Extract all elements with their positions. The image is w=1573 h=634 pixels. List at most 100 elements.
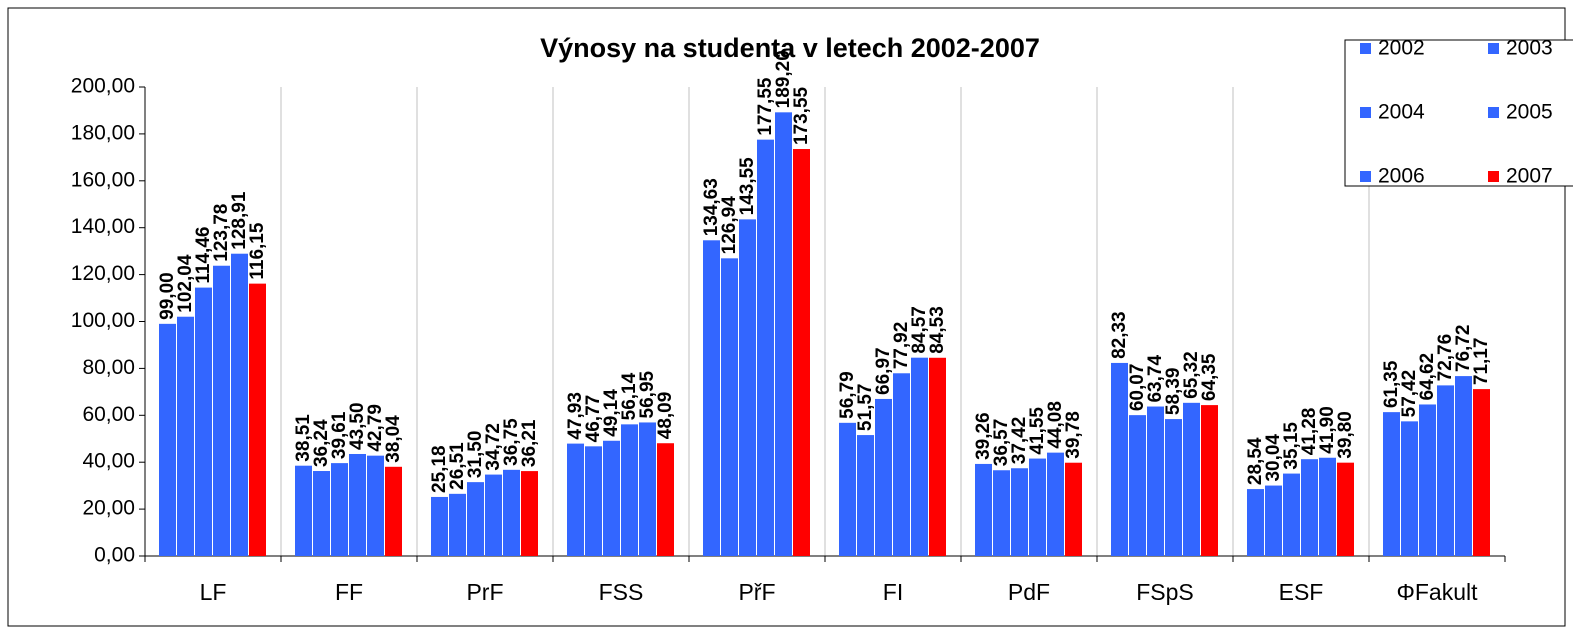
value-label: 82,33 <box>1109 311 1130 359</box>
legend-label: 2002 <box>1378 37 1425 60</box>
bar <box>993 470 1010 556</box>
value-label: 61,35 <box>1381 360 1402 408</box>
bar <box>621 424 638 556</box>
y-tick-label: 20,00 <box>82 497 135 520</box>
bar <box>775 112 792 557</box>
value-label: 38,51 <box>293 414 314 462</box>
bar <box>177 316 194 556</box>
x-tick-label: FSS <box>599 579 644 605</box>
y-tick-label: 160,00 <box>71 168 135 191</box>
value-label: 35,15 <box>1281 422 1302 470</box>
x-tick-label: LF <box>200 579 227 605</box>
bar <box>1337 462 1354 556</box>
bar <box>1419 404 1436 556</box>
value-label: 46,77 <box>583 395 604 443</box>
bar <box>1437 385 1454 556</box>
value-label: 36,57 <box>991 419 1012 467</box>
value-label: 177,55 <box>755 77 776 136</box>
value-label: 56,79 <box>837 371 858 419</box>
x-tick-label: PřF <box>738 579 775 605</box>
x-tick-label: FI <box>883 579 903 605</box>
x-tick-label: ΦFakult <box>1397 579 1479 605</box>
bar <box>467 482 484 556</box>
value-label: 143,55 <box>737 157 758 216</box>
value-label: 31,50 <box>465 431 486 479</box>
bar <box>159 323 176 556</box>
value-label: 56,14 <box>619 372 640 420</box>
bar <box>1129 415 1146 556</box>
value-label: 36,24 <box>311 419 332 467</box>
value-label: 84,57 <box>909 306 930 354</box>
value-label: 49,14 <box>601 389 622 437</box>
value-label: 116,15 <box>247 222 268 279</box>
bar <box>1011 468 1028 556</box>
value-label: 34,72 <box>483 423 504 471</box>
value-label: 26,51 <box>447 442 468 490</box>
bar <box>721 258 738 556</box>
bar <box>1283 473 1300 556</box>
bar <box>1147 406 1164 556</box>
value-label: 43,50 <box>347 402 368 450</box>
bar <box>757 139 774 556</box>
bar <box>911 357 928 556</box>
value-label: 44,08 <box>1045 401 1066 449</box>
value-label: 39,80 <box>1335 411 1356 459</box>
legend-label: 2003 <box>1506 37 1553 60</box>
value-label: 72,76 <box>1435 334 1456 382</box>
legend-swatch <box>1360 43 1371 54</box>
value-label: 25,18 <box>429 445 450 493</box>
y-tick-label: 40,00 <box>82 450 135 473</box>
y-tick-label: 200,00 <box>71 75 135 98</box>
bar <box>1301 459 1318 556</box>
bar <box>603 440 620 556</box>
bar <box>639 422 656 556</box>
bar <box>567 443 584 556</box>
legend-box <box>1344 39 1573 187</box>
bar <box>703 240 720 556</box>
value-label: 57,42 <box>1399 370 1420 418</box>
legend-label: 2005 <box>1506 101 1553 124</box>
legend-swatch <box>1360 171 1371 182</box>
value-label: 41,90 <box>1317 406 1338 454</box>
bar <box>313 471 330 556</box>
bar <box>1401 421 1418 556</box>
legend-label: 2007 <box>1506 165 1553 188</box>
x-tick-label: PdF <box>1008 579 1050 605</box>
value-label: 28,54 <box>1245 437 1266 485</box>
bar <box>1265 485 1282 556</box>
legend-swatch <box>1488 43 1499 54</box>
value-label: 66,97 <box>873 347 894 395</box>
bar <box>857 435 874 556</box>
x-tick-label: FF <box>335 579 363 605</box>
value-label: 128,91 <box>229 191 250 250</box>
value-label: 38,04 <box>383 415 404 463</box>
legend-swatch <box>1360 107 1371 118</box>
bar <box>839 422 856 556</box>
value-label: 51,57 <box>855 384 876 432</box>
bar <box>295 465 312 556</box>
bar <box>231 253 248 556</box>
y-tick-label: 180,00 <box>71 121 135 144</box>
value-label: 71,17 <box>1471 338 1492 386</box>
value-label: 37,42 <box>1009 417 1030 465</box>
value-label: 173,55 <box>791 86 812 145</box>
bar <box>657 443 674 556</box>
value-label: 64,62 <box>1417 353 1438 401</box>
bar <box>1065 462 1082 556</box>
value-label: 58,39 <box>1163 368 1184 416</box>
value-label: 123,78 <box>211 204 232 262</box>
bar <box>975 463 992 556</box>
bar <box>875 398 892 556</box>
value-label: 84,53 <box>927 306 948 354</box>
value-label: 30,04 <box>1263 434 1284 482</box>
bar <box>1165 419 1182 556</box>
value-label: 126,94 <box>719 196 740 255</box>
value-label: 41,28 <box>1299 408 1320 456</box>
y-tick-label: 140,00 <box>71 215 135 238</box>
bar <box>1183 402 1200 556</box>
bar <box>349 453 366 556</box>
value-label: 102,04 <box>175 254 196 313</box>
value-label: 39,61 <box>329 411 350 459</box>
